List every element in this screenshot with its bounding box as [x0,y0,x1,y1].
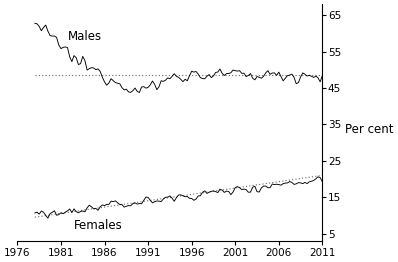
Y-axis label: Per cent: Per cent [345,123,394,135]
Text: Females: Females [74,219,123,232]
Text: Males: Males [68,30,102,43]
